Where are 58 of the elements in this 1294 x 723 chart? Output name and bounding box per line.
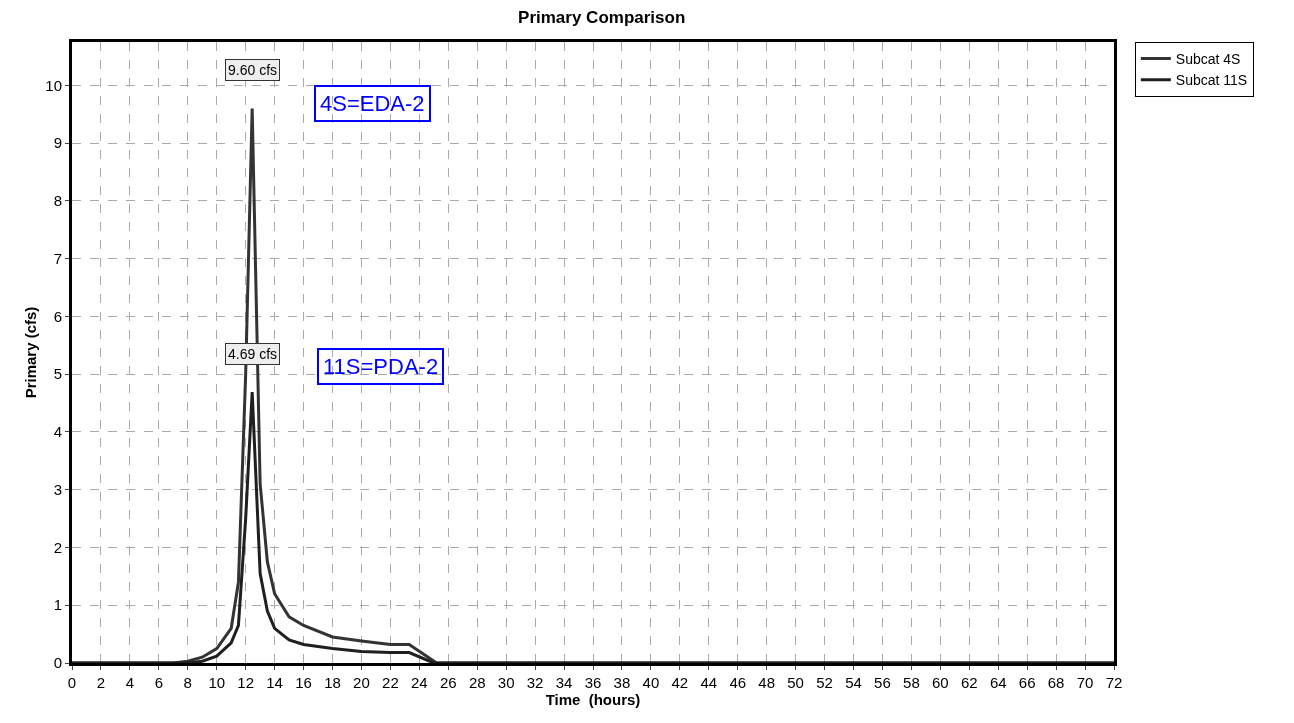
x-tick-label: 48 (758, 674, 776, 691)
y-tick-label: 9 (53, 134, 62, 152)
y-tick-label: 1 (53, 596, 62, 614)
x-tick-label: 70 (1076, 674, 1094, 691)
x-tick-label: 46 (729, 674, 747, 691)
y-tick-label: 2 (53, 538, 62, 556)
y-tick-label: 5 (53, 365, 62, 383)
x-tick-label: 10 (208, 674, 226, 691)
x-tick-label: 8 (183, 674, 192, 691)
x-tick-label: 14 (266, 674, 283, 691)
x-tick-label: 30 (497, 674, 515, 691)
x-tick-label: 64 (989, 674, 1007, 691)
annotation: 4S=EDA-2 (320, 91, 425, 116)
x-tick-label: 68 (1047, 674, 1065, 691)
x-tick-label: 50 (787, 674, 804, 691)
annotation: 11S=PDA-2 (323, 354, 439, 379)
x-tick-label: 36 (584, 674, 602, 691)
x-tick-label: 32 (526, 674, 544, 691)
x-tick-label: 28 (468, 674, 486, 691)
x-tick-label: 44 (700, 674, 718, 691)
x-tick-label: 18 (324, 674, 341, 691)
annotation: 4.69 cfs (228, 346, 278, 362)
x-tick-label: 62 (960, 674, 978, 691)
annotation: 9.60 cfs (228, 62, 278, 78)
y-tick-label: 6 (53, 307, 62, 325)
y-tick-label: 7 (53, 249, 62, 267)
x-tick-label: 42 (671, 674, 689, 691)
x-tick-label: 72 (1105, 674, 1123, 691)
x-tick-label: 4 (125, 674, 135, 691)
x-tick-label: 34 (555, 674, 573, 691)
y-axis-title: Primary (cfs) (21, 306, 39, 399)
y-tick-label: 8 (53, 192, 62, 210)
x-tick-label: 52 (816, 674, 833, 691)
y-tick-label: 0 (53, 654, 62, 672)
x-tick-label: 38 (613, 674, 631, 691)
x-axis-title: Time (hours) (545, 691, 641, 708)
y-tick-label: 10 (45, 76, 62, 94)
x-tick-label: 66 (1018, 674, 1036, 691)
x-tick-label: 26 (439, 674, 457, 691)
y-tick-label: 3 (53, 480, 62, 498)
x-tick-label: 40 (642, 674, 660, 691)
legend-label: Subcat 11S (1175, 72, 1248, 89)
x-tick-label: 56 (874, 674, 891, 691)
x-tick-label: 6 (154, 674, 163, 691)
line-series (72, 390, 1114, 663)
x-tick-label: 2 (96, 674, 106, 691)
x-tick-label: 54 (845, 674, 862, 691)
x-tick-label: 20 (353, 674, 370, 691)
x-tick-label: 16 (295, 674, 312, 691)
legend-label: Subcat 4S (1175, 51, 1241, 68)
x-tick-label: 60 (931, 674, 949, 691)
x-tick-label: 24 (410, 674, 428, 691)
x-tick-label: 22 (382, 674, 399, 691)
x-tick-label: 0 (67, 674, 77, 691)
y-tick-label: 4 (53, 423, 62, 441)
x-tick-label: 12 (237, 674, 255, 691)
chart-title: Primary Comparison (518, 7, 686, 27)
x-tick-label: 58 (903, 674, 920, 691)
